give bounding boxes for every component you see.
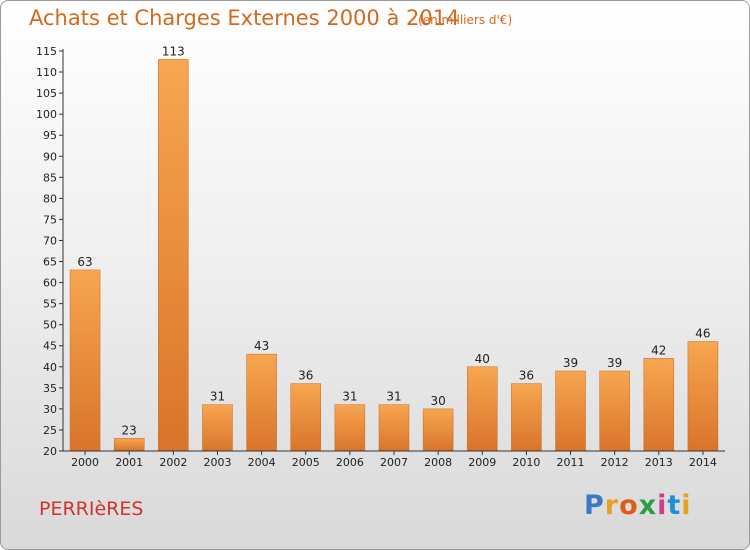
data-label-2014: 46 (695, 327, 710, 341)
data-label-2008: 30 (430, 394, 445, 408)
bar-2008 (422, 408, 454, 452)
bar-2007 (378, 404, 410, 452)
data-label-2006: 31 (342, 390, 357, 404)
x-tick-label-2010: 2010 (512, 456, 540, 469)
logo-letter: i (657, 490, 668, 521)
x-tick-label-2002: 2002 (159, 456, 187, 469)
chart-subtitle: (en milliers d'€) (418, 13, 513, 27)
data-label-2002: 113 (162, 44, 185, 58)
x-tick-label-2013: 2013 (645, 456, 673, 469)
y-tick-label: 70 (43, 234, 57, 247)
y-tick-label: 30 (43, 403, 57, 416)
y-tick-label: 75 (43, 213, 57, 226)
x-tick-label-2008: 2008 (424, 456, 452, 469)
logo-letter: o (619, 490, 639, 521)
x-tick-label-2000: 2000 (71, 456, 99, 469)
y-tick-label: 115 (36, 45, 57, 58)
data-label-2007: 31 (386, 390, 401, 404)
x-tick-label-2009: 2009 (468, 456, 496, 469)
data-label-2012: 39 (607, 356, 622, 370)
logo-letter: r (604, 490, 620, 521)
data-label-2003: 31 (210, 390, 225, 404)
x-tick-label-2014: 2014 (689, 456, 717, 469)
y-tick-label: 60 (43, 277, 57, 290)
y-axis: 20 25 30 35 40 45 50 55 60 65 70 75 80 85 90 95 100 105 11… (36, 45, 64, 458)
y-tick-label: 65 (43, 256, 57, 269)
y-tick-label: 105 (36, 87, 57, 100)
bar-2014 (687, 341, 719, 452)
bar-2012 (599, 370, 630, 452)
y-tick-label: 85 (43, 171, 57, 184)
logo-letter: x (638, 490, 658, 521)
data-label-2000: 63 (77, 255, 92, 269)
logo-letter: t (667, 490, 682, 521)
x-tick-label-2004: 2004 (248, 456, 276, 469)
x-tick-label-2001: 2001 (115, 456, 143, 469)
bar-2010 (511, 383, 542, 452)
x-tick-label-2003: 2003 (203, 456, 231, 469)
bar-2001 (113, 438, 145, 452)
data-label-2004: 43 (254, 339, 269, 353)
y-tick-label: 100 (36, 108, 57, 121)
x-tick-label-2011: 2011 (557, 456, 585, 469)
logo-letter: i (681, 490, 692, 521)
y-tick-label: 80 (43, 192, 57, 205)
bar-2005 (290, 383, 321, 452)
x-axis: 2000 2001 2002 2003 2004 2005 2006 2007 2008 2009… (63, 450, 725, 469)
bar-2003 (202, 404, 233, 452)
y-tick-label: 20 (43, 445, 57, 458)
bar-2011 (555, 370, 586, 452)
bar-2002 (158, 59, 189, 452)
y-tick-label: 45 (43, 340, 57, 353)
data-label-2013: 42 (651, 343, 666, 357)
y-tick-label: 90 (43, 150, 57, 163)
bar-2004 (246, 353, 277, 452)
bar-2006 (334, 404, 366, 452)
bars: 63 23 113 31 43 36 31 31 30 40 36 39 39 42 46 (69, 44, 719, 452)
y-tick-label: 110 (36, 66, 57, 79)
proxiti-logo: Proxiti (584, 490, 692, 521)
chart-title: Achats et Charges Externes 2000 à 2014 (29, 6, 460, 30)
y-tick-label: 55 (43, 298, 57, 311)
y-tick-label: 50 (43, 319, 57, 332)
commune-name: PERRIèRES (39, 498, 144, 520)
logo-letter: P (584, 490, 605, 521)
y-tick-label: 40 (43, 361, 57, 374)
y-tick-label: 35 (43, 382, 57, 395)
data-label-2010: 36 (519, 369, 534, 383)
x-tick-label-2012: 2012 (601, 456, 629, 469)
y-tick-label: 95 (43, 129, 57, 142)
y-tick-label: 25 (43, 424, 57, 437)
x-tick-label-2005: 2005 (292, 456, 320, 469)
data-label-2011: 39 (563, 356, 578, 370)
bar-2009 (467, 366, 498, 452)
bar-2013 (643, 358, 675, 452)
data-label-2001: 23 (122, 423, 137, 437)
bar-2000 (69, 269, 101, 452)
x-tick-label-2007: 2007 (380, 456, 408, 469)
data-label-2005: 36 (298, 369, 313, 383)
data-label-2009: 40 (475, 352, 490, 366)
x-tick-label-2006: 2006 (336, 456, 364, 469)
